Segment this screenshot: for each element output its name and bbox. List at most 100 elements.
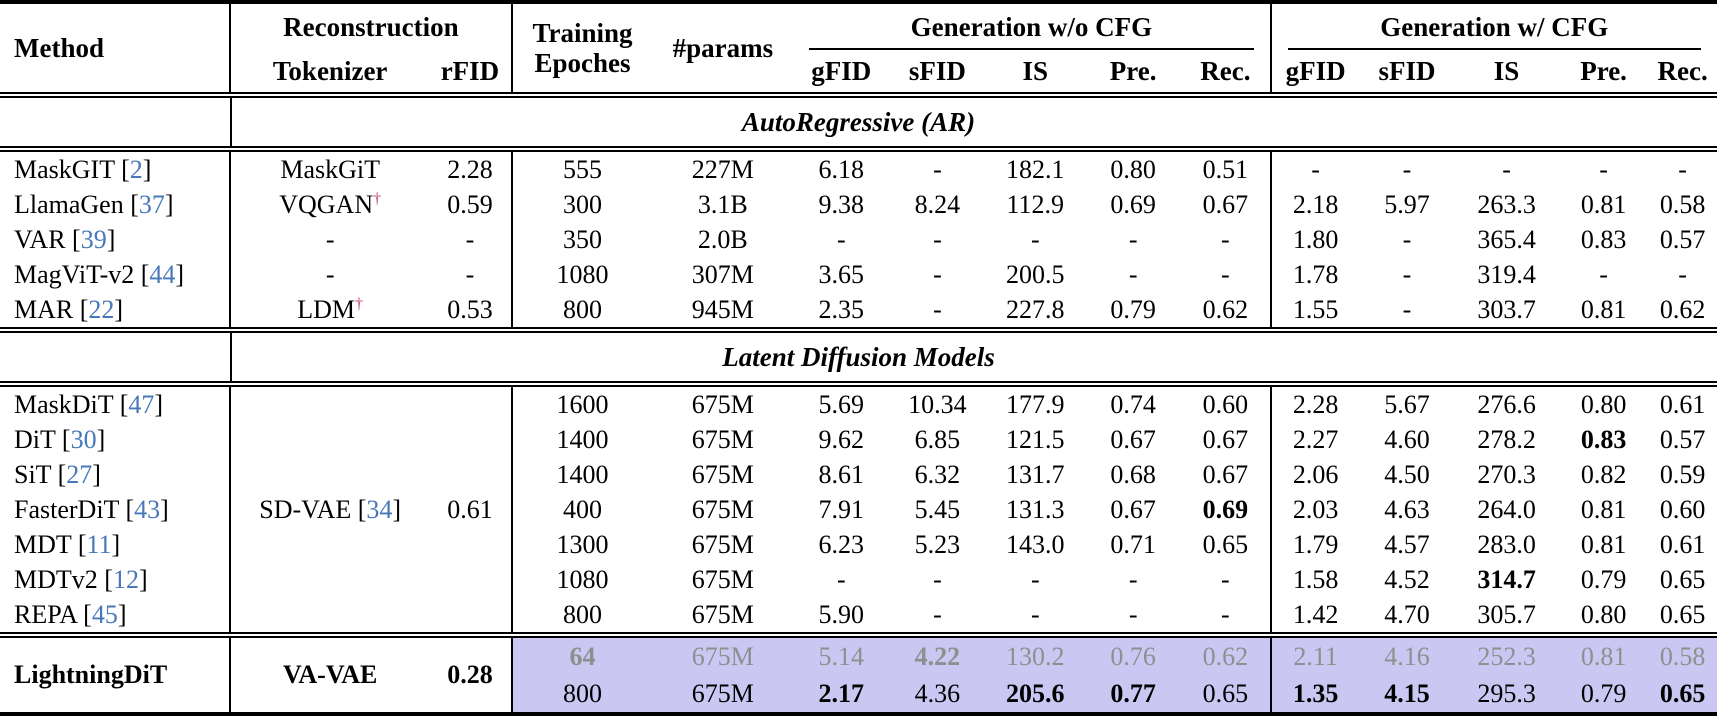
value-cell: 131.3 (1006, 494, 1065, 524)
tokenizer-cell: - (230, 257, 429, 292)
col-header-is-w: IS (1454, 50, 1559, 98)
value-cell: 0.61 (1659, 529, 1706, 559)
citation-ref[interactable]: 30 (70, 424, 97, 454)
value-cell: 252.3 (1454, 632, 1559, 675)
value-cell: - (1181, 562, 1272, 597)
value-cell: 8.61 (818, 459, 865, 489)
epochs-cell: 64 (511, 632, 653, 675)
value-cell: 6.18 (818, 154, 865, 184)
citation-ref[interactable]: 11 (86, 529, 112, 559)
value-cell: 0.80 (1580, 389, 1627, 419)
value-cell: - (933, 564, 942, 594)
method-name: MaskDiT (14, 389, 114, 419)
col-header-gen-w-cfg: Generation w/ CFG (1271, 2, 1717, 50)
value-cell: - (933, 154, 942, 184)
method-name: MagViT-v2 (14, 259, 135, 289)
table-row: VAR [39] - -350 2.0B - - - - -1.80-365.4 0.83 0.57 (0, 222, 1717, 257)
value-cell: 0.79 (1580, 564, 1627, 594)
value-cell: 0.67 (1181, 422, 1272, 457)
dagger-footnote-mark: † (373, 189, 382, 207)
citation-ref[interactable]: 22 (88, 294, 115, 324)
citation-ref[interactable]: 47 (128, 389, 155, 419)
value-cell: 0.62 (1659, 294, 1706, 324)
tokenizer-name: - (325, 259, 335, 289)
citation-ref[interactable]: 34 (366, 494, 393, 524)
value-cell: 0.80 (1580, 599, 1627, 629)
citation-ref[interactable]: 12 (112, 564, 139, 594)
epochs-cell: 1600 (556, 389, 609, 419)
value-cell: - (836, 224, 846, 254)
value-cell: 305.7 (1477, 599, 1536, 629)
value-cell: 0.60 (1181, 384, 1272, 422)
citation-ref[interactable]: 43 (134, 494, 161, 524)
table-row: SiT [27] 1400 675M 8.61 6.32 131.7 0.68 0.67 2.0… (0, 457, 1717, 492)
value-cell: 4.50 (1384, 459, 1430, 489)
value-cell: 1.55 (1292, 294, 1339, 324)
epochs-cell: 800 (563, 599, 603, 629)
value-cell: 5.69 (818, 389, 865, 419)
method-cell: LlamaGen [37] (0, 187, 232, 222)
gen-wo-cfg-title: Generation w/o CFG (809, 6, 1254, 50)
value-cell: 7.91 (818, 494, 865, 524)
value-cell: - (1402, 294, 1412, 324)
value-cell: 0.74 (1110, 389, 1156, 419)
value-cell: 0.57 (1659, 224, 1706, 254)
value-cell: - (1181, 257, 1272, 292)
value-cell: 0.67 (1181, 187, 1272, 222)
epochs-cell: 300 (563, 189, 603, 219)
params-cell: 675M (691, 494, 754, 524)
method-name: DiT (14, 424, 56, 454)
value-cell: 0.77 (1085, 675, 1182, 714)
value-cell: 0.69 (1181, 492, 1272, 527)
table-header: Method Reconstruction Training Epoches #… (0, 2, 1717, 98)
col-header-rec-wo: Rec. (1181, 50, 1272, 98)
rfid-cell: 2.28 (429, 149, 513, 187)
value-cell: 4.16 (1359, 632, 1455, 675)
value-cell: 5.97 (1384, 189, 1430, 219)
value-cell: 5.23 (914, 529, 961, 559)
citation-ref[interactable]: 39 (80, 224, 107, 254)
tokenizer-name: - (325, 224, 335, 254)
method-cell: LightningDiT (0, 632, 232, 714)
value-cell: - (1030, 599, 1040, 629)
params-cell: 675M (691, 529, 754, 559)
dagger-footnote-mark: † (355, 294, 364, 312)
value-cell: 0.65 (1181, 675, 1272, 714)
col-header-tokenizer: Tokenizer (230, 50, 430, 98)
col-header-rec-w: Rec. (1648, 50, 1717, 98)
epochs-cell: 1080 (556, 564, 609, 594)
method-cell: MDTv2 [12] (0, 562, 232, 597)
value-cell: 5.90 (818, 599, 865, 629)
table-row: MagViT-v2 [44] - -1080 307M 3.65-200.5- -1.78… (0, 257, 1717, 292)
value-cell: 10.34 (908, 389, 967, 419)
tokenizer-name: MaskGiT (280, 154, 380, 184)
citation-ref[interactable]: 37 (138, 189, 165, 219)
value-cell: 0.71 (1110, 529, 1156, 559)
col-header-sfid-wo: sFID (889, 50, 986, 98)
citation-ref[interactable]: 2 (129, 154, 143, 184)
value-cell: - (1030, 564, 1040, 594)
value-cell: 1.42 (1292, 599, 1339, 629)
table-row: LlamaGen [37] VQGAN† 0.59 300 3.1B 9.38 8.24 11… (0, 187, 1717, 222)
value-cell: - (933, 599, 942, 629)
citation-ref[interactable]: 27 (66, 459, 93, 489)
value-cell: 295.3 (1454, 675, 1559, 714)
value-cell: 4.15 (1359, 675, 1455, 714)
value-cell: 143.0 (1006, 529, 1065, 559)
value-cell: - (836, 564, 846, 594)
method-cell: VAR [39] (0, 222, 232, 257)
citation-ref[interactable]: 45 (91, 599, 118, 629)
method-cell: MAR [22] (0, 292, 232, 330)
params-cell: 675M (691, 459, 754, 489)
value-cell: 0.76 (1085, 632, 1182, 675)
col-header-gfid-w: gFID (1270, 50, 1360, 98)
value-cell: 131.7 (1006, 459, 1065, 489)
gen-w-cfg-title: Generation w/ CFG (1287, 6, 1701, 50)
training-epochs-line1: Training (532, 17, 633, 48)
tokenizer-cell: SD-VAE [34] (259, 494, 402, 524)
table-row: MDTv2 [12] 1080 675M - - - - -1.58 4.52 314.7 0.79… (0, 562, 1717, 597)
citation-ref[interactable]: 44 (149, 259, 176, 289)
method-name: LightningDiT (14, 660, 168, 689)
training-epochs-line2: Epoches (534, 48, 631, 78)
